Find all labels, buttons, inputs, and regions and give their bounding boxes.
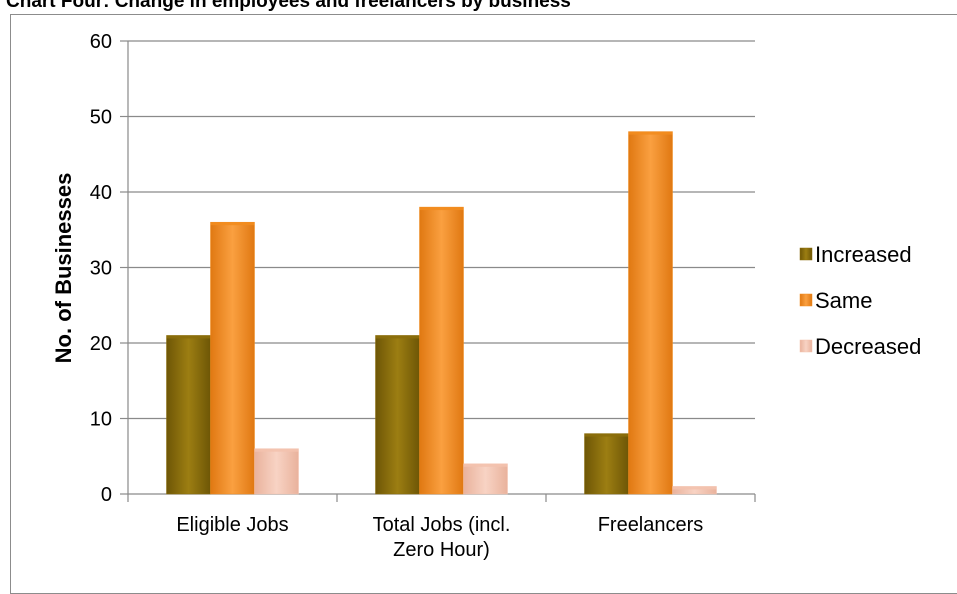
legend-label-decreased: Decreased: [815, 334, 921, 359]
bar-cap: [672, 486, 717, 490]
bar-cap: [584, 433, 629, 437]
bar-increased-1: [375, 335, 420, 495]
bars: [166, 131, 717, 495]
legend-swatch-increased: [799, 247, 813, 261]
y-tick-label: 30: [90, 258, 112, 280]
y-tick-label: 20: [90, 333, 112, 355]
y-tick-label: 40: [90, 182, 112, 204]
bar-decreased-1: [463, 463, 508, 495]
chart-figure: Chart Four: Change in employees and free…: [6, 0, 957, 594]
bar-cap: [628, 131, 673, 135]
x-category-label: Freelancers: [598, 514, 704, 536]
chart-title: Chart Four: Change in employees and free…: [6, 0, 571, 12]
bar-chart: 0 10 20 30 40 50 60 Eligible Jobs Total Jobs (i…: [51, 31, 921, 561]
x-category-label: Eligible Jobs: [176, 514, 288, 536]
legend-label-increased: Increased: [815, 242, 912, 267]
bar-cap: [375, 335, 420, 339]
bar-decreased-0: [254, 448, 299, 495]
legend-swatch-same: [799, 293, 813, 307]
y-tick-label: 10: [90, 409, 112, 431]
bar-same-2: [628, 131, 673, 495]
bar-cap: [210, 222, 255, 226]
bar-same-0: [210, 221, 255, 495]
y-tick-labels: 0 10 20 30 40 50 60: [90, 31, 112, 506]
bar-same-1: [419, 206, 464, 495]
y-axis-label: No. of Businesses: [51, 173, 76, 364]
x-category-labels: Eligible Jobs Total Jobs (incl. Zero Hour)…: [176, 514, 703, 561]
x-category-label: Total Jobs (incl. Zero Hour): [373, 514, 511, 561]
bar-cap: [254, 448, 299, 452]
bar-increased-2: [584, 433, 629, 495]
bar-increased-0: [166, 335, 211, 495]
legend: Increased Same Decreased: [799, 242, 921, 359]
y-tick-label: 50: [90, 107, 112, 129]
bar-cap: [166, 335, 211, 339]
bar-cap: [419, 207, 464, 211]
legend-swatch-decreased: [799, 339, 813, 353]
bar-cap: [463, 463, 508, 467]
y-tick-label: 0: [101, 484, 112, 506]
y-tick-label: 60: [90, 31, 112, 53]
legend-label-same: Same: [815, 288, 872, 313]
